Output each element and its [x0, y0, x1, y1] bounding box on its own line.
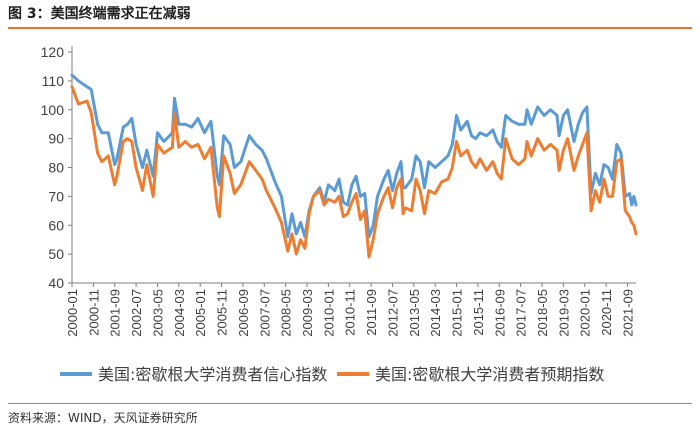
y-tick-label: 70	[48, 188, 64, 204]
series-line-confidence	[70, 73, 638, 239]
x-tick-label: 2008-05	[279, 289, 294, 337]
x-tick-label: 2020-11	[599, 289, 614, 336]
x-tick-label: 2010-11	[343, 289, 358, 336]
x-tick-label: 2014-03	[428, 289, 443, 337]
x-tick-label: 2010-01	[321, 289, 336, 337]
legend-label: 美国:密歇根大学消费者预期指数	[375, 365, 604, 384]
series-line-expectations	[70, 85, 638, 259]
chart-axes: 40 50 60 70 80 90 100 110 120 2000-01 2000-11 2001-…	[41, 44, 636, 337]
figure-title: 图 3：美国终端需求正在减弱	[8, 6, 191, 22]
source-rule	[8, 403, 692, 404]
x-tick-label: 2018-05	[535, 289, 550, 337]
x-tick-label: 2000-01	[65, 289, 80, 337]
y-tick-label: 60	[48, 217, 64, 233]
legend-item-expectations: 美国:密歇根大学消费者预期指数	[337, 365, 604, 384]
y-tick-label: 120	[41, 44, 65, 60]
x-tick-label: 2013-05	[407, 289, 422, 337]
x-tick-label: 2003-05	[150, 289, 165, 337]
x-tick-label: 2009-03	[300, 289, 315, 337]
y-tick-label: 80	[48, 160, 64, 176]
y-tick-label: 110	[42, 73, 65, 89]
x-tick-label: 2015-01	[450, 289, 465, 337]
x-tick-label: 2012-07	[385, 289, 400, 337]
x-tick-label: 2016-09	[492, 289, 507, 337]
y-tick-label: 50	[48, 246, 64, 262]
x-tick-label: 2015-11	[471, 289, 486, 336]
legend-label: 美国:密歇根大学消费者信心指数	[98, 365, 327, 384]
x-tick-label: 2020-01	[578, 289, 593, 337]
x-tick-label: 2005-11	[215, 289, 230, 336]
x-tick-label: 2002-07	[129, 289, 144, 337]
source-note: 资料来源：WIND，天风证券研究所	[8, 411, 198, 425]
x-tick-label: 2006-09	[236, 289, 251, 337]
x-tick-label: 2017-07	[514, 289, 529, 337]
x-tick-label: 2001-09	[108, 289, 123, 337]
legend-item-confidence: 美国:密歇根大学消费者信心指数	[60, 365, 327, 384]
x-tick-label: 2004-03	[172, 289, 187, 337]
x-tick-label: 2019-03	[556, 289, 571, 337]
x-tick-label: 2005-01	[193, 289, 208, 337]
x-tick-label: 2000-11	[86, 289, 101, 336]
y-tick-label: 40	[48, 275, 64, 291]
x-tick-label: 2021-09	[620, 289, 635, 337]
x-tick-label: 2011-09	[364, 289, 379, 336]
x-tick-label: 2007-07	[257, 289, 272, 337]
chart-legend: 美国:密歇根大学消费者信心指数 美国:密歇根大学消费者预期指数	[60, 365, 604, 384]
title-rule	[8, 27, 692, 29]
y-tick-label: 100	[41, 102, 65, 118]
y-tick-label: 90	[48, 131, 64, 147]
chart-series	[70, 73, 638, 259]
